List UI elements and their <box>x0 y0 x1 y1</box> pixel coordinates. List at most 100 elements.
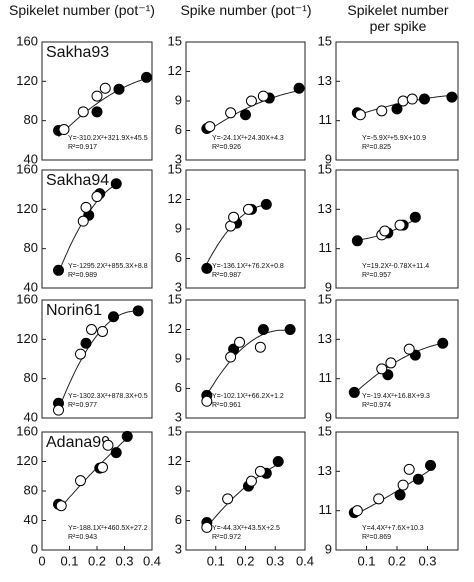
equation: Y=4.4X²+7.6X+10.3 <box>362 525 424 532</box>
equation: Y=-44.3X²+43.5X+2.5 <box>212 525 280 532</box>
y-tick-label: 15 <box>318 423 332 438</box>
equation: Y=-102.1X²+66.2X+1.2 <box>212 393 284 400</box>
data-point <box>53 404 64 416</box>
column-header: Spike number (pot⁻¹) <box>180 2 312 18</box>
data-point <box>257 90 269 102</box>
panel-title: Sakha94 <box>46 172 109 189</box>
plot-frame <box>185 41 306 161</box>
equation: Y=-5.9X²+5.9X+10.9 <box>362 135 426 142</box>
fit-curve <box>353 342 443 394</box>
x-tick-label: 0.3 <box>115 553 133 568</box>
y-tick-label: 40 <box>24 151 38 166</box>
equation: Y=-19.4X²+16.8X+9.3 <box>362 393 430 400</box>
data-point <box>99 82 111 94</box>
data-point <box>394 219 406 231</box>
data-point <box>108 311 119 323</box>
y-tick-label: 15 <box>318 33 332 48</box>
y-tick-label: 160 <box>16 33 38 48</box>
y-tick-label: 12 <box>168 321 182 336</box>
panel-title: Adana99 <box>46 434 110 451</box>
data-point <box>132 305 144 317</box>
y-tick-label: 3 <box>175 541 182 556</box>
data-point <box>284 324 296 335</box>
data-point <box>254 341 266 353</box>
equation: Y=-310.2X²+321.9X+45.5 <box>68 135 148 142</box>
y-tick-label: 9 <box>175 482 182 497</box>
data-point <box>437 337 449 349</box>
data-point <box>240 109 251 121</box>
data-point <box>77 106 89 118</box>
data-point <box>348 386 360 398</box>
panel-title: Sakha93 <box>46 44 109 61</box>
data-point <box>385 357 397 369</box>
data-point <box>242 203 254 215</box>
equation: Y=-188.1X²+460.5X+27.2 <box>68 525 148 532</box>
y-tick-label: 120 <box>16 201 38 216</box>
equation: Y=-136.1X²+76.2X+0.8 <box>212 263 284 270</box>
y-tick-label: 9 <box>325 151 332 166</box>
data-point <box>397 479 409 491</box>
data-point <box>141 71 152 83</box>
data-point <box>204 121 216 133</box>
y-tick-label: 12 <box>168 191 182 206</box>
equation: R²=0.957 <box>362 272 391 279</box>
y-tick-label: 11 <box>319 370 333 385</box>
data-point <box>373 493 385 505</box>
equation: R²=0.974 <box>362 402 391 409</box>
data-point <box>225 107 237 119</box>
panel-title: Norin61 <box>46 302 102 319</box>
data-point <box>80 337 92 349</box>
data-point <box>102 439 114 451</box>
equation: R²=0.926 <box>212 144 241 151</box>
x-tick-label: 0.1 <box>207 553 225 568</box>
y-tick-label: 6 <box>175 512 182 527</box>
data-point <box>201 395 213 407</box>
plot-frame <box>335 299 459 419</box>
data-point <box>260 198 272 210</box>
y-tick-label: 3 <box>175 279 182 294</box>
data-point <box>272 456 284 467</box>
y-tick-label: 15 <box>168 291 182 306</box>
x-tick-label: 0.1 <box>60 553 78 568</box>
x-tick-label: 0.4 <box>296 553 314 568</box>
y-tick-label: 15 <box>318 161 332 176</box>
y-tick-label: 15 <box>168 161 182 176</box>
data-point <box>409 211 421 223</box>
y-tick-label: 80 <box>24 370 38 385</box>
data-point <box>77 215 89 227</box>
fit-curve <box>58 183 117 273</box>
data-point <box>406 93 418 105</box>
data-point <box>245 95 257 107</box>
data-point <box>397 95 409 107</box>
y-tick-label: 13 <box>318 201 332 216</box>
plot-frame <box>335 169 459 289</box>
plot-frame <box>41 169 153 289</box>
data-point <box>225 351 237 363</box>
y-tick-label: 11 <box>319 112 333 127</box>
y-tick-label: 80 <box>24 482 38 497</box>
y-tick-label: 120 <box>16 453 38 468</box>
y-tick-label: 12 <box>168 63 182 78</box>
equation: Y=19.2X²-0.78X+11.4 <box>362 263 429 270</box>
equation: R²=0.972 <box>212 534 241 541</box>
equation: Y=-24.1X²+24.30X+4.3 <box>212 135 284 142</box>
equation: R²=0.825 <box>362 144 391 151</box>
x-tick-label: 0.2 <box>236 553 254 568</box>
x-tick-label: 0.4 <box>143 553 161 568</box>
x-tick-label: 0 <box>38 553 45 568</box>
data-point <box>113 83 125 95</box>
y-tick-label: 9 <box>175 350 182 365</box>
data-point <box>412 473 424 485</box>
y-tick-label: 13 <box>318 73 332 88</box>
data-point <box>403 463 415 475</box>
equation: R²=0.943 <box>68 534 97 541</box>
y-tick-label: 120 <box>16 73 38 88</box>
data-point <box>86 324 97 335</box>
y-tick-label: 40 <box>24 512 38 527</box>
data-point <box>446 91 458 103</box>
data-point <box>91 106 103 118</box>
data-point <box>351 505 363 517</box>
data-point <box>245 475 257 487</box>
y-tick-label: 9 <box>175 220 182 235</box>
